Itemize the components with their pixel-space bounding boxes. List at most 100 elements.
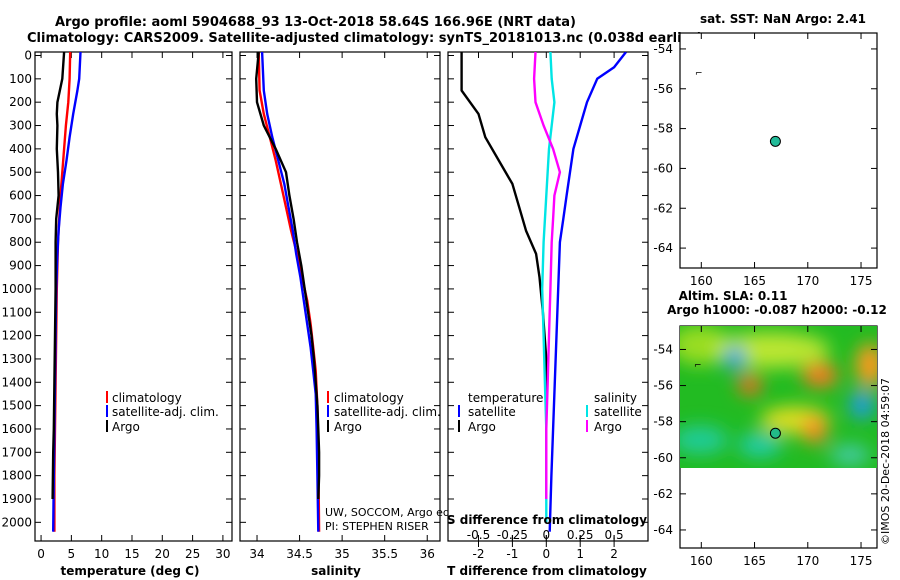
sst-map-axes: 160 165 170 175 -54 -56 -58 -60 -62 -64 xyxy=(653,33,877,288)
x-tick-label: 0.25 xyxy=(567,528,594,542)
sla-map-coast-mark: ⌐ xyxy=(694,361,702,371)
legend-title-temperature: temperature xyxy=(468,391,543,405)
difference-x-axis: -2 -1 0 1 2 -0.5 -0.25 0 0.25 0.5 xyxy=(467,52,624,561)
x-tick-label: 0 xyxy=(37,547,45,561)
sst-map-coast-mark: ⌐ xyxy=(695,69,703,79)
depth-tick-label: 900 xyxy=(9,259,32,273)
map-y-tick-label: -58 xyxy=(653,415,673,429)
map-x-tick-label: 175 xyxy=(850,274,873,288)
legend-label-salinity-satellite: satellite xyxy=(594,405,642,419)
map-x-tick-label: 160 xyxy=(690,274,713,288)
salinity-depth-ticks xyxy=(240,55,440,523)
sla-map-subtitle: Argo h1000: -0.087 h2000: -0.12 xyxy=(667,303,887,317)
sla-heatmap xyxy=(680,326,877,468)
map-y-tick-label: -60 xyxy=(653,451,673,465)
legend-label-satellite: satellite-adj. clim. xyxy=(112,405,219,419)
legend-swatch-salinity-satellite xyxy=(586,405,588,417)
map-y-tick-label: -62 xyxy=(653,487,673,501)
difference-plot-frame xyxy=(447,51,649,542)
sla-map: Altim. SLA: 0.11 Argo h1000: -0.087 h200… xyxy=(653,289,886,568)
x-tick-label: 34.5 xyxy=(286,547,313,561)
x-tick-label: 5 xyxy=(68,547,76,561)
depth-tick-label: 400 xyxy=(9,142,32,156)
s-difference-label: S difference from climatology xyxy=(447,513,647,527)
depth-tick-label: 1800 xyxy=(1,469,32,483)
x-tick-label: 34 xyxy=(249,547,264,561)
salinity-panel: 34 34.5 35 35.5 36 climatology satellite-adj… xyxy=(239,51,495,578)
depth-tick-label: 500 xyxy=(9,165,32,179)
x-tick-label: -2 xyxy=(473,547,485,561)
difference-legend: temperature satellite Argo salinity sate… xyxy=(458,391,642,434)
map-x-tick-label: 170 xyxy=(796,274,819,288)
temperature-panel: 0100200300400500600700800900100011001200… xyxy=(1,49,233,578)
map-y-tick-label: -54 xyxy=(653,42,673,56)
sla-blob xyxy=(850,391,874,419)
x-tick-label: 35.5 xyxy=(371,547,398,561)
map-x-tick-label: 170 xyxy=(796,554,819,568)
temperature-x-axis: 0 5 10 15 20 25 30 xyxy=(37,52,231,561)
map-y-tick-label: -64 xyxy=(653,523,673,537)
depth-tick-label: 1100 xyxy=(1,305,32,319)
temperature-legend: climatology satellite-adj. clim. Argo xyxy=(106,391,219,434)
legend-label-argo: Argo xyxy=(334,420,362,434)
legend-label-temperature-satellite: satellite xyxy=(468,405,516,419)
sst-map: sat. SST: NaN Argo: 2.41 160 165 170 175 -54… xyxy=(653,12,878,288)
map-y-tick-label: -58 xyxy=(653,122,673,136)
sla-map-axes: 160 165 170 175 -54 -56 -58 -60 -62 -64 xyxy=(653,326,877,568)
legend-swatch-satellite xyxy=(327,405,329,417)
legend-swatch-temperature-satellite xyxy=(458,405,460,417)
map-x-tick-label: 160 xyxy=(690,554,713,568)
temperature-series xyxy=(51,52,82,532)
legend-swatch-satellite xyxy=(106,405,108,417)
legend-label-temperature-argo: Argo xyxy=(468,420,496,434)
imos-credit: ©IMOS 20-Dec-2018 04:59:07 xyxy=(879,378,892,545)
legend-label-climatology: climatology xyxy=(334,391,404,405)
temperature-plot-frame xyxy=(34,51,233,542)
depth-tick-label: 200 xyxy=(9,95,32,109)
x-tick-label: -0.5 xyxy=(467,528,490,542)
title-line-2: Climatology: CARS2009. Satellite-adjuste… xyxy=(27,31,703,46)
x-tick-label: 0.5 xyxy=(605,528,624,542)
map-x-tick-label: 165 xyxy=(743,554,766,568)
map-y-tick-label: -62 xyxy=(653,201,673,215)
sla-map-points xyxy=(769,427,781,439)
difference-panel: -2 -1 0 1 2 -0.5 -0.25 0 0.25 0.5 temperature sat… xyxy=(447,51,649,578)
legend-title-salinity: salinity xyxy=(594,391,637,405)
sla-blob xyxy=(725,346,745,370)
series-line-argo xyxy=(255,52,321,500)
legend-swatch-climatology xyxy=(327,391,329,403)
depth-tick-label: 700 xyxy=(9,212,32,226)
legend-label-argo: Argo xyxy=(112,420,140,434)
depth-tick-label: 600 xyxy=(9,189,32,203)
series-line-argo xyxy=(51,52,66,500)
x-tick-label: 2 xyxy=(610,547,618,561)
depth-tick-label: 1900 xyxy=(1,492,32,506)
x-tick-label: 36 xyxy=(420,547,435,561)
depth-axis: 0 100 200 300 400 500 600 700 800 900 1000 1100 1200… xyxy=(1,49,232,529)
salinity-legend: climatology satellite-adj. clim. Argo xyxy=(327,391,441,434)
depth-tick-label: 300 xyxy=(9,119,32,133)
x-tick-label: 20 xyxy=(155,547,170,561)
legend-label-satellite: satellite-adj. clim. xyxy=(334,405,441,419)
series-line-temperature-satellite xyxy=(548,52,627,532)
map-y-tick-label: -64 xyxy=(653,241,673,255)
map-x-tick-label: 175 xyxy=(850,554,873,568)
difference-depth-ticks xyxy=(448,55,648,523)
x-tick-label: 10 xyxy=(94,547,109,561)
sla-map-title: Altim. SLA: 0.11 xyxy=(679,289,788,303)
x-tick-label: -1 xyxy=(506,547,518,561)
x-tick-label: 30 xyxy=(215,547,230,561)
title-line-1: Argo profile: aoml 5904688_93 13-Oct-201… xyxy=(55,15,576,30)
x-tick-label: 15 xyxy=(124,547,139,561)
depth-tick-label: 1600 xyxy=(1,422,32,436)
series-line-salinity-argo xyxy=(532,52,562,499)
depth-tick-label: 1200 xyxy=(1,329,32,343)
sla-blob xyxy=(802,363,838,387)
map-y-tick-label: -54 xyxy=(653,342,673,356)
depth-tick-label: 1000 xyxy=(1,282,32,296)
legend-swatch-salinity-argo xyxy=(586,420,588,432)
legend-swatch-climatology xyxy=(106,391,108,403)
map-y-tick-label: -56 xyxy=(653,379,673,393)
depth-tick-label: 0 xyxy=(24,49,32,63)
salinity-plot-frame xyxy=(239,51,441,542)
